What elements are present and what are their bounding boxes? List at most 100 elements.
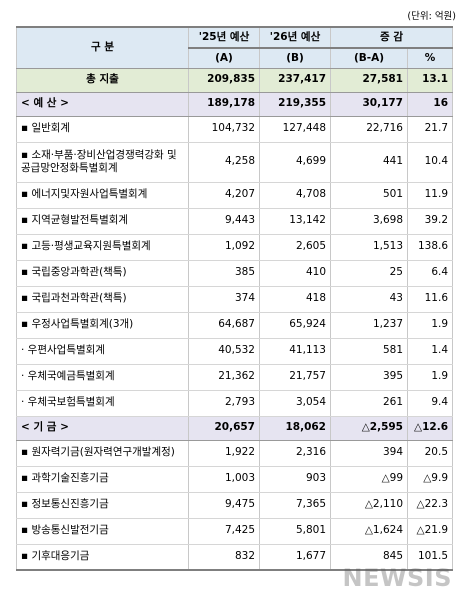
- row-label: ▪ 일반회계: [16, 116, 189, 143]
- budget-label: < 예 산 >: [16, 91, 189, 117]
- fund-label: < 기 금 >: [16, 415, 189, 441]
- table-row: ▪ 국립과천과학관(책특) 374 418 43 11.6: [16, 286, 454, 313]
- row-2026: 21,757: [259, 364, 331, 391]
- row-diff: △2,110: [330, 492, 408, 519]
- row-2025: 9,443: [188, 208, 260, 235]
- total-2025: 209,835: [188, 67, 260, 93]
- row-2025: 832: [188, 544, 260, 571]
- row-diff: 441: [330, 142, 408, 183]
- row-2025: 1,003: [188, 466, 260, 493]
- header-diff: (B-A): [330, 47, 408, 69]
- header-category: 구 분: [16, 26, 189, 69]
- header-change: 증 감: [329, 26, 454, 49]
- row-label: · 우체국예금특별회계: [16, 364, 189, 391]
- row-2025: 374: [188, 286, 260, 313]
- row-pct: 1.4: [406, 338, 454, 365]
- fund-pct: △12.6: [406, 415, 454, 441]
- row-diff: 261: [330, 390, 408, 417]
- table-row: ▪ 원자력기금(원자력연구개발계정) 1,922 2,316 394 20.5: [16, 440, 454, 467]
- row-label: ▪ 소재·부품·장비산업경쟁력강화 및 공급망안정화특별회계: [16, 142, 189, 183]
- fund-2026: 18,062: [259, 415, 331, 441]
- row-2025: 2,793: [188, 390, 260, 417]
- row-label: ▪ 과학기술진흥기금: [16, 466, 189, 493]
- fund-2025: 20,657: [188, 415, 260, 441]
- header-pct: %: [406, 47, 454, 69]
- row-label: · 우편사업특별회계: [16, 338, 189, 365]
- row-pct: 1.9: [406, 364, 454, 391]
- row-label: ▪ 원자력기금(원자력연구개발계정): [16, 440, 189, 467]
- row-pct: 11.6: [406, 286, 454, 313]
- row-diff: △1,624: [330, 518, 408, 545]
- total-label: 총 지출: [16, 67, 189, 93]
- table-row: ▪ 소재·부품·장비산업경쟁력강화 및 공급망안정화특별회계 4,258 4,699…: [16, 142, 454, 183]
- table-row: ▪ 기후대응기금 832 1,677 845 101.5: [16, 544, 454, 571]
- row-diff: 501: [330, 182, 408, 209]
- row-label: ▪ 기후대응기금: [16, 544, 189, 571]
- table-row: ▪ 과학기술진흥기금 1,003 903 △99 △9.9: [16, 466, 454, 493]
- row-label: ▪ 정보통신진흥기금: [16, 492, 189, 519]
- row-pct: 101.5: [406, 544, 454, 571]
- row-2025: 1,092: [188, 234, 260, 261]
- row-diff: 581: [330, 338, 408, 365]
- row-2026: 4,708: [259, 182, 331, 209]
- header-2025-sub: (A): [188, 47, 260, 69]
- row-diff: 25: [330, 260, 408, 287]
- row-2026: 1,677: [259, 544, 331, 571]
- header-2026: '26년 예산: [259, 26, 331, 49]
- row-2025: 385: [188, 260, 260, 287]
- row-diff: 395: [330, 364, 408, 391]
- table-body: 총 지출 209,835 237,417 27,581 13.1 < 예 산 >…: [16, 67, 454, 571]
- budget-diff: 30,177: [330, 91, 408, 117]
- newsis-watermark: NEWSIS: [342, 564, 452, 592]
- row-label: ▪ 지역균형발전특별회계: [16, 208, 189, 235]
- row-2025: 1,922: [188, 440, 260, 467]
- row-label: ▪ 국립과천과학관(책특): [16, 286, 189, 313]
- budget-table: 구 분 '25년 예산 '26년 예산 증 감 (A) (B) (B-A) % …: [16, 26, 454, 571]
- row-pct: △9.9: [406, 466, 454, 493]
- row-pct: 138.6: [406, 234, 454, 261]
- row-pct: 21.7: [406, 116, 454, 143]
- table-row: ▪ 고등·평생교육지원특별회계 1,092 2,605 1,513 138.6: [16, 234, 454, 261]
- budget-2026: 219,355: [259, 91, 331, 117]
- row-label: ▪ 방송통신발전기금: [16, 518, 189, 545]
- row-label: ▪ 국립중앙과학관(책특): [16, 260, 189, 287]
- table-row: ▪ 에너지및자원사업특별회계 4,207 4,708 501 11.9: [16, 182, 454, 209]
- row-diff: 1,237: [330, 312, 408, 339]
- table-row: ▪ 정보통신진흥기금 9,475 7,365 △2,110 △22.3: [16, 492, 454, 519]
- row-diff: 394: [330, 440, 408, 467]
- row-diff: 845: [330, 544, 408, 571]
- row-2025: 4,258: [188, 142, 260, 183]
- row-2025: 4,207: [188, 182, 260, 209]
- row-2026: 2,605: [259, 234, 331, 261]
- table-row: ▪ 국립중앙과학관(책특) 385 410 25 6.4: [16, 260, 454, 287]
- fund-diff: △2,595: [330, 415, 408, 441]
- row-2026: 7,365: [259, 492, 331, 519]
- row-pct: △22.3: [406, 492, 454, 519]
- row-diff: 43: [330, 286, 408, 313]
- row-diff: 22,716: [330, 116, 408, 143]
- row-2025: 9,475: [188, 492, 260, 519]
- row-2026: 418: [259, 286, 331, 313]
- header-2025: '25년 예산: [188, 26, 260, 49]
- table-row: ▪ 지역균형발전특별회계 9,443 13,142 3,698 39.2: [16, 208, 454, 235]
- table-row: · 우체국예금특별회계 21,362 21,757 395 1.9: [16, 364, 454, 391]
- row-2025: 104,732: [188, 116, 260, 143]
- row-pct: 1.9: [406, 312, 454, 339]
- row-label: · 우체국보험특별회계: [16, 390, 189, 417]
- row-2025: 40,532: [188, 338, 260, 365]
- budget-pct: 16: [406, 91, 454, 117]
- row-label: ▪ 에너지및자원사업특별회계: [16, 182, 189, 209]
- row-pct: 20.5: [406, 440, 454, 467]
- row-pct: 11.9: [406, 182, 454, 209]
- row-2026: 127,448: [259, 116, 331, 143]
- row-diff: 1,513: [330, 234, 408, 261]
- row-2026: 2,316: [259, 440, 331, 467]
- row-pct: 9.4: [406, 390, 454, 417]
- total-pct: 13.1: [406, 67, 454, 93]
- table-row: ▪ 우정사업특별회계(3개) 64,687 65,924 1,237 1.9: [16, 312, 454, 339]
- row-pct: 10.4: [406, 142, 454, 183]
- fund-subtotal-row: < 기 금 >20,657 18,062 △2,595 △12.6: [16, 415, 454, 441]
- row-2026: 410: [259, 260, 331, 287]
- row-2026: 65,924: [259, 312, 331, 339]
- table-row: · 우편사업특별회계 40,532 41,113 581 1.4: [16, 338, 454, 365]
